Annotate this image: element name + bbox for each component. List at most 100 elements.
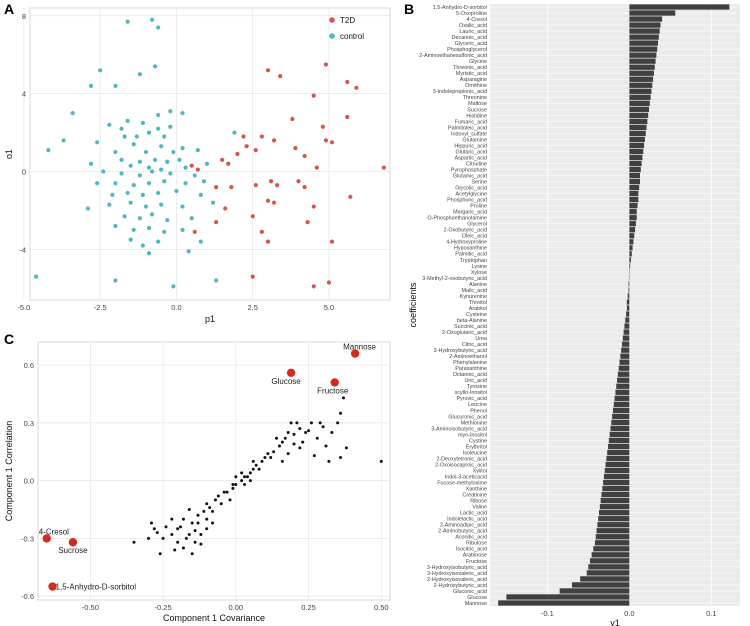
category-label: Proline: [470, 204, 487, 210]
panel-b-bar-chart: -0.1 0.0 0.1 1,5-Anhydro-D-sorbitol5-Oxopro…: [408, 4, 740, 626]
bar: [611, 419, 630, 426]
control-point: [180, 227, 185, 233]
category-label: 2-Oxoglutaric_acid: [442, 330, 487, 336]
bar: [601, 491, 630, 498]
data-point: [330, 430, 334, 434]
control-point: [46, 148, 51, 153]
control-point: [119, 171, 124, 176]
category-label: Valine: [472, 505, 487, 511]
bar: [608, 437, 630, 444]
data-point: [219, 502, 223, 506]
T2D-point: [235, 151, 240, 157]
data-point: [298, 446, 302, 450]
bar: [629, 136, 645, 143]
data-point: [324, 444, 328, 448]
plot-area: [37, 341, 391, 601]
category-label: 3-Hydroxybutyric_acid: [434, 348, 487, 354]
category-label: Phenylalanine: [453, 360, 487, 366]
category-label: Pyrophosphate: [451, 167, 487, 173]
y-tick-label: 8: [22, 12, 26, 21]
category-label: Aconitic_acid: [455, 535, 487, 541]
category-label: 3-Hydroxyisobutyric_acid: [427, 565, 487, 571]
control-point: [88, 161, 94, 166]
control-point: [119, 157, 124, 162]
data-point: [199, 542, 203, 546]
category-label: Creatinine: [462, 493, 487, 499]
control-point: [110, 192, 115, 197]
highlight-point: [330, 378, 339, 387]
control-point: [210, 200, 216, 205]
category-label: Threitol: [469, 300, 487, 306]
category-label: Histidine: [466, 113, 487, 119]
bar: [616, 383, 630, 389]
bar: [612, 407, 630, 413]
x-tick-label: 0.0: [171, 303, 181, 312]
data-point: [292, 432, 296, 436]
control-point: [146, 181, 152, 186]
y-tick-label: 0.3: [24, 419, 34, 428]
category-label: Glycerol: [467, 222, 487, 228]
category-label: Lactic_acid: [460, 511, 487, 517]
bar: [628, 287, 630, 293]
bar: [599, 510, 630, 516]
bar: [629, 227, 636, 233]
T2D-point: [311, 204, 316, 209]
category-label: Phosphoglycerol: [447, 47, 487, 53]
data-point: [193, 529, 197, 533]
control-point: [113, 181, 118, 186]
bar: [629, 209, 637, 215]
control-point: [122, 134, 127, 139]
panel-letter-a: A: [4, 1, 14, 17]
control-point: [34, 274, 39, 279]
control-point: [149, 17, 155, 22]
control-point: [168, 109, 173, 114]
bar: [626, 299, 630, 305]
category-label: Paraxanthine: [455, 366, 487, 372]
category-label: Indolelactic_acid: [447, 517, 487, 523]
bar: [629, 166, 641, 173]
category-label: Isoleucine: [463, 450, 487, 456]
control-point: [180, 204, 185, 209]
bar: [609, 431, 630, 438]
bar: [588, 564, 630, 570]
control-point: [131, 183, 136, 188]
panel-a-scatter: -5.0 -2.5 0.0 2.5 5.0 -4 0 4 8 p1 o1 T2D control: [4, 7, 391, 324]
category-label: Alanine: [469, 282, 487, 288]
T2D-point: [192, 229, 197, 234]
bar: [629, 172, 640, 179]
category-label: Methionine: [461, 420, 487, 426]
data-point: [187, 533, 191, 537]
y-tick-label: 4: [22, 90, 26, 99]
category-label: Glutaric_acid: [456, 149, 487, 155]
data-point: [260, 459, 264, 463]
control-point: [137, 72, 142, 77]
category-label: Glutamic_acid: [453, 173, 487, 179]
T2D-point: [320, 124, 325, 129]
control-point: [88, 83, 94, 88]
control-point: [113, 149, 118, 155]
category-label: Glucuronic_acid: [448, 414, 487, 420]
control-point: [146, 225, 152, 231]
data-point: [205, 527, 209, 531]
control-point: [128, 237, 133, 242]
T2D-point: [195, 167, 200, 172]
T2D-point: [311, 284, 316, 289]
control-point: [165, 218, 170, 223]
data-point: [187, 508, 191, 512]
category-label: Cystine: [469, 438, 487, 444]
bar: [629, 215, 637, 221]
T2D-point: [226, 161, 231, 166]
data-point: [155, 531, 159, 535]
bar: [629, 178, 640, 185]
category-label: Octanoic_acid: [453, 372, 487, 378]
control-point: [85, 206, 91, 211]
data-point: [240, 479, 244, 483]
data-point: [181, 517, 185, 521]
control-point: [159, 144, 164, 149]
bar: [629, 190, 639, 197]
bar: [619, 359, 630, 365]
data-point: [147, 536, 151, 540]
control-point: [146, 165, 152, 170]
data-point: [190, 521, 194, 525]
x-tick-label: 2.5: [247, 303, 257, 312]
